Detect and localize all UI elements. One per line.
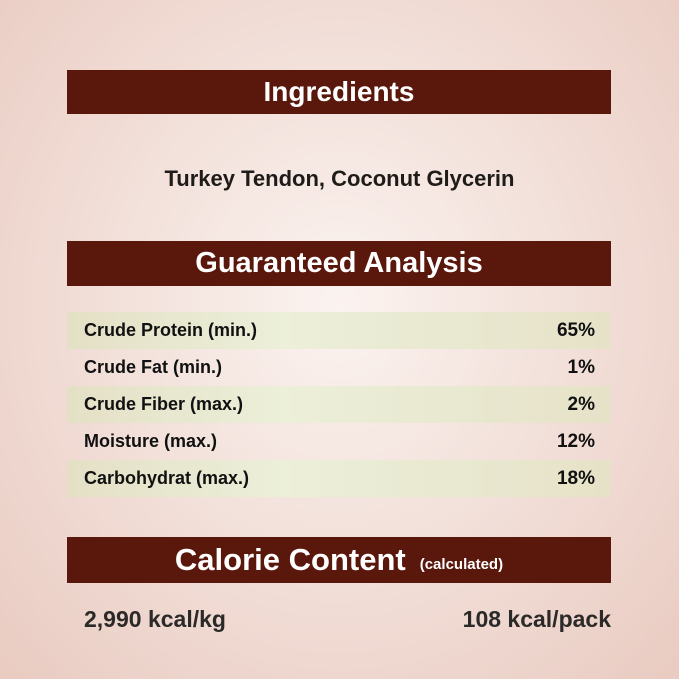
analysis-table: Crude Protein (min.) 65% Crude Fat (min.)… (67, 312, 611, 497)
calorie-per-kg: 2,990 kcal/kg (84, 606, 226, 632)
ingredients-header: Ingredients (67, 70, 611, 114)
row-value: 1% (567, 356, 595, 378)
row-value: 18% (556, 467, 595, 489)
calorie-subtitle: (calculated) (419, 555, 504, 573)
row-label: Moisture (max.) (84, 431, 218, 451)
row-value: 12% (556, 430, 595, 452)
table-row: Crude Protein (min.) 65% (67, 312, 611, 349)
table-row: Carbohydrat (max.) 18% (67, 460, 611, 497)
row-label: Carbohydrat (max.) (84, 468, 250, 488)
calorie-title: Calorie Content (174, 542, 406, 577)
calorie-header: Calorie Content (calculated) (67, 537, 611, 583)
calorie-per-pack: 108 kcal/pack (462, 606, 611, 632)
row-label: Crude Fiber (max.) (84, 394, 244, 414)
analysis-header: Guaranteed Analysis (67, 241, 611, 286)
row-label: Crude Fat (min.) (84, 357, 222, 377)
table-row: Crude Fiber (max.) 2% (67, 386, 611, 423)
table-row: Crude Fat (min.) 1% (67, 349, 611, 386)
ingredients-text: Turkey Tendon, Coconut Glycerin (164, 166, 515, 191)
analysis-title: Guaranteed Analysis (195, 247, 483, 279)
row-value: 65% (556, 319, 595, 341)
row-label: Crude Protein (min.) (84, 320, 258, 340)
row-value: 2% (567, 393, 595, 415)
ingredients-title: Ingredients (263, 76, 415, 107)
table-row: Moisture (max.) 12% (67, 423, 611, 460)
